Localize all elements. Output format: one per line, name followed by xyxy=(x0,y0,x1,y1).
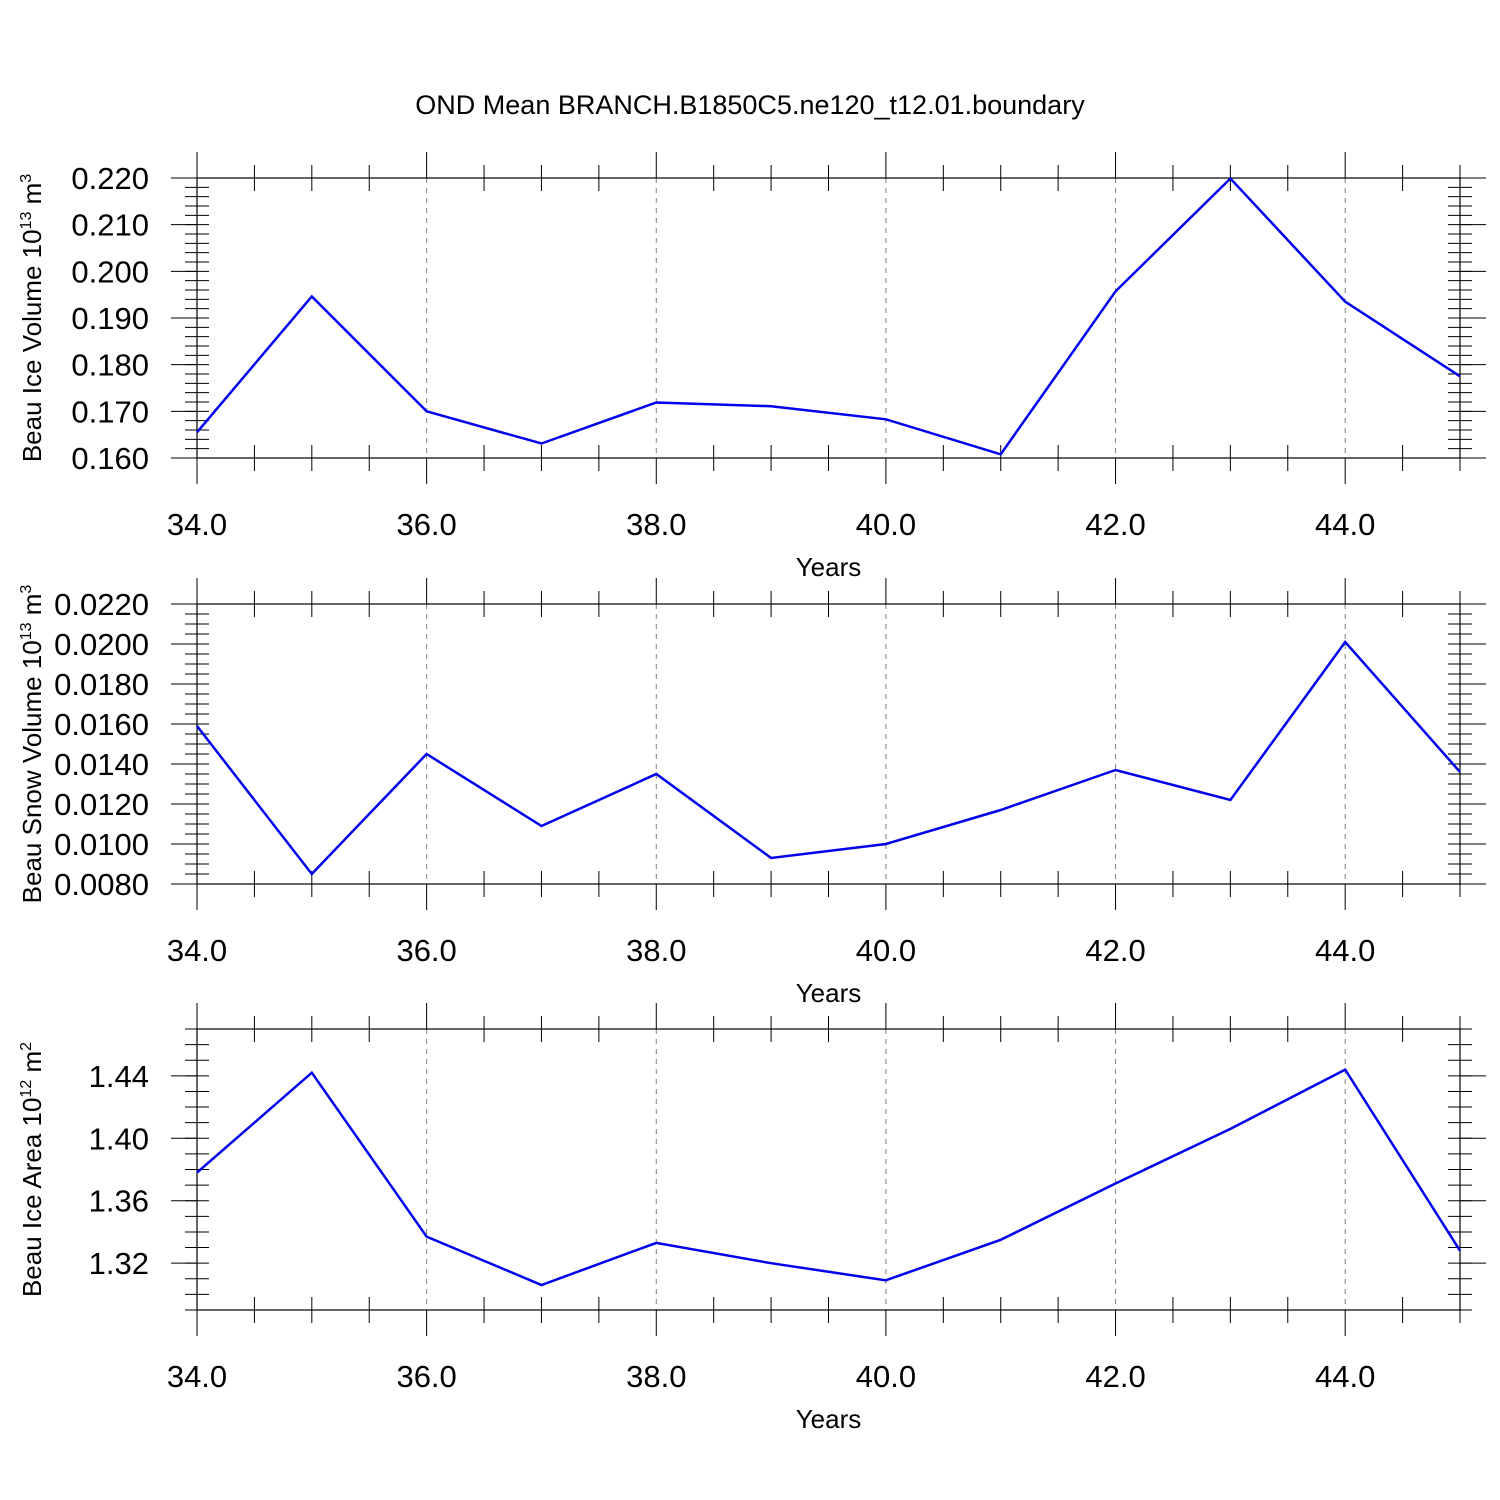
x-axis-label: Years xyxy=(796,978,862,1008)
y-axis-label-superscript: 13 xyxy=(18,212,35,230)
y-tick-label: 0.0140 xyxy=(54,747,149,782)
y-axis-label: Beau Ice Area 1012 m2 xyxy=(17,1042,47,1297)
x-tick-label: 38.0 xyxy=(626,507,686,542)
y-tick-label: 0.0180 xyxy=(54,667,149,702)
x-tick-label: 38.0 xyxy=(626,933,686,968)
x-tick-label: 42.0 xyxy=(1085,507,1145,542)
x-tick-label: 40.0 xyxy=(856,933,916,968)
y-axis-label-superscript: 3 xyxy=(18,174,35,183)
chart-title: OND Mean BRANCH.B1850C5.ne120_t12.01.bou… xyxy=(415,90,1085,120)
y-tick-label: 0.0120 xyxy=(54,787,149,822)
y-axis-label-superscript: 12 xyxy=(18,1080,35,1098)
y-tick-label: 0.190 xyxy=(71,301,149,336)
x-tick-label: 34.0 xyxy=(167,507,227,542)
panel-1: 0.160 0.170 0.180 0.190 0.200 0.210 0.220 34.0 3… xyxy=(17,152,1486,582)
x-tick-label: 36.0 xyxy=(396,933,456,968)
x-axis-label: Years xyxy=(796,1404,862,1434)
panels: 0.160 0.170 0.180 0.190 0.200 0.210 0.220 34.0 3… xyxy=(17,152,1486,1434)
y-tick-label: 0.0160 xyxy=(54,707,149,742)
y-tick-label: 0.0200 xyxy=(54,627,149,662)
x-tick-label: 44.0 xyxy=(1315,1359,1375,1394)
y-axis-label: Beau Ice Volume 1013 m3 xyxy=(17,174,47,462)
x-tick-label: 34.0 xyxy=(167,1359,227,1394)
series-line xyxy=(196,1067,1462,1287)
x-tick-label: 44.0 xyxy=(1315,507,1375,542)
y-axis-label-text: Beau Snow Volume 10 xyxy=(17,640,47,903)
panel-3: 1.32 1.36 1.40 1.44 34.0 36.0 38.0 40.0 42.0 44.0… xyxy=(17,1003,1486,1434)
y-axis-label-text: m xyxy=(17,183,47,212)
series-line xyxy=(196,640,1461,876)
y-tick-label: 0.180 xyxy=(71,348,149,383)
y-tick-label: 0.160 xyxy=(71,441,149,476)
y-axis-label-text: Beau Ice Area 10 xyxy=(17,1098,47,1297)
y-tick-label: 0.200 xyxy=(71,254,149,289)
series-line xyxy=(196,176,1461,456)
x-tick-label: 36.0 xyxy=(396,1359,456,1394)
y-tick-label: 1.40 xyxy=(89,1121,149,1156)
x-tick-label: 36.0 xyxy=(396,507,456,542)
y-tick-label: 0.0100 xyxy=(54,827,149,862)
y-axis-label-text: m xyxy=(17,1051,47,1080)
y-tick-label: 1.36 xyxy=(89,1184,149,1219)
x-tick-label: 38.0 xyxy=(626,1359,686,1394)
x-tick-label: 34.0 xyxy=(167,933,227,968)
y-axis-label-superscript: 3 xyxy=(18,585,35,594)
y-tick-label: 1.32 xyxy=(89,1246,149,1281)
y-tick-label: 1.44 xyxy=(89,1059,149,1094)
y-axis-label-superscript: 2 xyxy=(18,1042,35,1051)
x-tick-label: 44.0 xyxy=(1315,933,1375,968)
plot-frame xyxy=(196,1028,1461,1311)
y-tick-label: 0.0220 xyxy=(54,587,149,622)
x-axis-label: Years xyxy=(796,552,862,582)
y-tick-label: 0.170 xyxy=(71,394,149,429)
y-axis-label-text: Beau Ice Volume 10 xyxy=(17,229,47,462)
x-tick-label: 40.0 xyxy=(856,1359,916,1394)
y-axis-label: Beau Snow Volume 1013 m3 xyxy=(17,585,47,904)
y-tick-label: 0.210 xyxy=(71,208,149,243)
x-tick-label: 42.0 xyxy=(1085,933,1145,968)
y-axis-label-text: m xyxy=(17,594,47,623)
y-tick-label: 0.220 xyxy=(71,161,149,196)
x-tick-label: 42.0 xyxy=(1085,1359,1145,1394)
y-axis-label-superscript: 13 xyxy=(18,622,35,640)
panel-2: 0.0080 0.0100 0.0120 0.0140 0.0160 0.0180 0.02… xyxy=(17,578,1486,1008)
x-tick-label: 40.0 xyxy=(856,507,916,542)
y-tick-label: 0.0080 xyxy=(54,867,149,902)
